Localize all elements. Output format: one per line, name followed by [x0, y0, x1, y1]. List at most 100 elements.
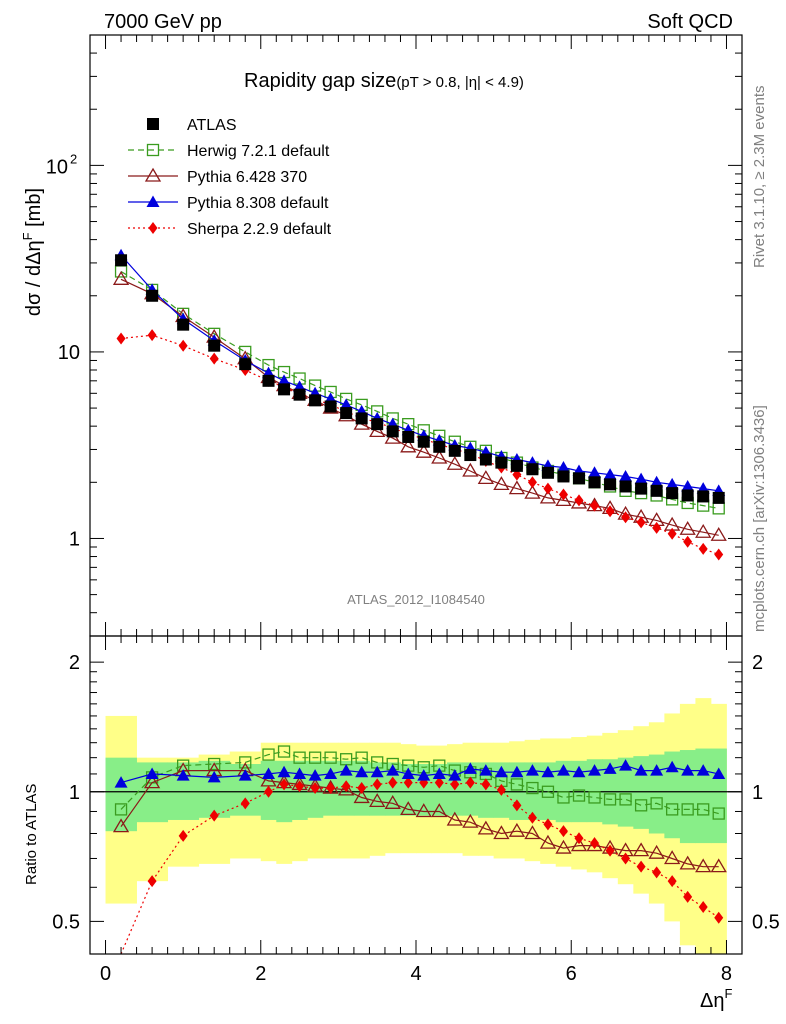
ratio-herwig-point	[634, 799, 648, 812]
ratio-sherpa-point	[264, 785, 274, 798]
main-atlas-point	[573, 472, 585, 485]
ratio-herwig-point	[541, 785, 555, 798]
legend-label: Pythia 6.428 370	[187, 169, 307, 186]
ratio-band-inner	[710, 748, 727, 844]
ratio-herwig-point	[650, 797, 663, 810]
ratio-pythia6-point	[695, 858, 712, 873]
ratio-pythia8-point	[541, 765, 555, 778]
ratio-pythia6-point	[384, 795, 401, 809]
ratio-herwig-point	[557, 791, 570, 804]
y-tick-label-exponent: 2	[70, 151, 77, 166]
main-pythia8-point	[588, 466, 602, 478]
ratio-sherpa-point	[372, 778, 382, 791]
ratio-pythia8-point	[696, 764, 710, 776]
ratio-pythia8-point	[386, 764, 400, 776]
ratio-pythia6-point	[555, 839, 572, 854]
legend-entry-atlas: ATLAS	[147, 117, 237, 134]
main-herwig-line	[120, 270, 719, 509]
ratio-pythia6-point	[648, 844, 665, 859]
main-pythia6-point	[539, 489, 557, 504]
ratio-herwig-point	[355, 751, 368, 764]
header-left: 7000 GeV pp	[104, 11, 222, 33]
main-atlas-point	[666, 487, 679, 500]
main-atlas-point	[604, 478, 617, 491]
main-atlas-point	[541, 466, 554, 479]
ratio-pythia8-point	[681, 764, 695, 776]
main-atlas-point	[309, 394, 322, 407]
main-pythia8-point	[603, 468, 617, 480]
ratio-pythia8-point	[588, 764, 602, 776]
ratio-band-inner	[679, 750, 696, 844]
ratio-pythia8-point	[603, 762, 617, 774]
legend-entry-herwig: Herwig 7.2.1 default	[128, 143, 330, 160]
ratio-sherpa-line	[120, 781, 720, 955]
main-sherpa-point	[621, 511, 631, 524]
ratio-pythia8-point	[293, 767, 307, 779]
ratio-pythia6-point	[508, 822, 526, 837]
main-atlas-point	[526, 463, 539, 476]
main-sherpa-point	[574, 494, 584, 507]
ratio-pythia8-point	[510, 765, 524, 778]
ratio-sherpa-point	[527, 811, 537, 824]
ratio-herwig-point	[603, 793, 617, 806]
ratio-pythia8-point	[494, 765, 508, 778]
x-tick-label: 0	[100, 963, 111, 985]
ratio-herwig-point	[293, 751, 306, 764]
plot-title: Rapidity gap size(pT > 0.8, |η| < 4.9)	[244, 70, 524, 92]
main-atlas-point	[479, 453, 492, 466]
legend-entry-sherpa: Sherpa 2.2.9 default	[128, 221, 332, 238]
main-atlas-point	[417, 435, 430, 448]
ratio-pythia6-point	[539, 834, 557, 849]
ratio-pythia6-point	[369, 793, 386, 808]
main-atlas-point	[588, 476, 601, 489]
legend-marker	[147, 118, 159, 130]
ratio-sherpa-point	[512, 799, 522, 812]
main-sherpa-point	[636, 516, 646, 529]
ratio-pythia8-point	[176, 769, 190, 781]
main-sherpa-point	[527, 476, 537, 489]
ratio-tick-label-left: 2	[69, 652, 80, 674]
ratio-band-inner	[664, 751, 681, 839]
main-atlas-point	[712, 491, 725, 504]
ratio-pythia8-point	[207, 770, 221, 783]
main-pythia8-point	[619, 469, 633, 482]
ratio-pythia8-point	[145, 767, 159, 779]
ratio-sherpa-point	[558, 825, 568, 838]
ratio-pythia8-point	[556, 764, 570, 776]
side-label-top: Rivet 3.1.10, ≥ 2.3M events	[751, 86, 768, 269]
ratio-pythia8-point	[634, 764, 648, 776]
x-tick-label: 6	[566, 963, 577, 985]
ratio-sherpa-point	[310, 782, 320, 795]
ratio-pythia6-point	[664, 850, 681, 865]
legend-marker	[144, 167, 162, 182]
ratio-pythia8-point	[463, 762, 477, 774]
y-axis-label: dσ / dΔηF [mb]	[20, 188, 45, 316]
main-atlas-point	[681, 489, 694, 502]
main-pythia6-point	[524, 484, 541, 499]
ratio-sherpa-point	[279, 778, 289, 791]
main-pythia8-point	[650, 475, 664, 488]
ratio-pythia6-point	[112, 818, 130, 833]
legend-entry-pythia8: Pythia 8.308 default	[128, 195, 329, 212]
ratio-pythia8-point	[479, 764, 493, 776]
ratio-herwig-point	[526, 781, 539, 795]
x-tick-label: 8	[721, 963, 732, 985]
ratio-pythia6-point	[400, 801, 417, 816]
ratio-pythia8-point	[650, 764, 664, 776]
main-sherpa-point	[558, 488, 568, 501]
ratio-pythia6-point	[415, 803, 432, 818]
ratio-sherpa-point	[496, 783, 506, 796]
main-pythia8-point	[339, 398, 353, 410]
main-atlas-point	[324, 400, 337, 413]
main-atlas-point	[650, 484, 663, 497]
legend-label: ATLAS	[187, 117, 237, 134]
ratio-pythia8-point	[262, 767, 276, 779]
main-sherpa-point	[652, 521, 662, 534]
ratio-herwig-point	[619, 793, 632, 806]
main-sherpa-point	[543, 482, 553, 495]
main-atlas-point	[619, 480, 632, 493]
main-pythia6-point	[112, 271, 130, 285]
ratio-sherpa-point	[295, 780, 305, 793]
ratio-herwig-point	[239, 756, 252, 769]
ratio-sherpa-point	[341, 780, 351, 793]
